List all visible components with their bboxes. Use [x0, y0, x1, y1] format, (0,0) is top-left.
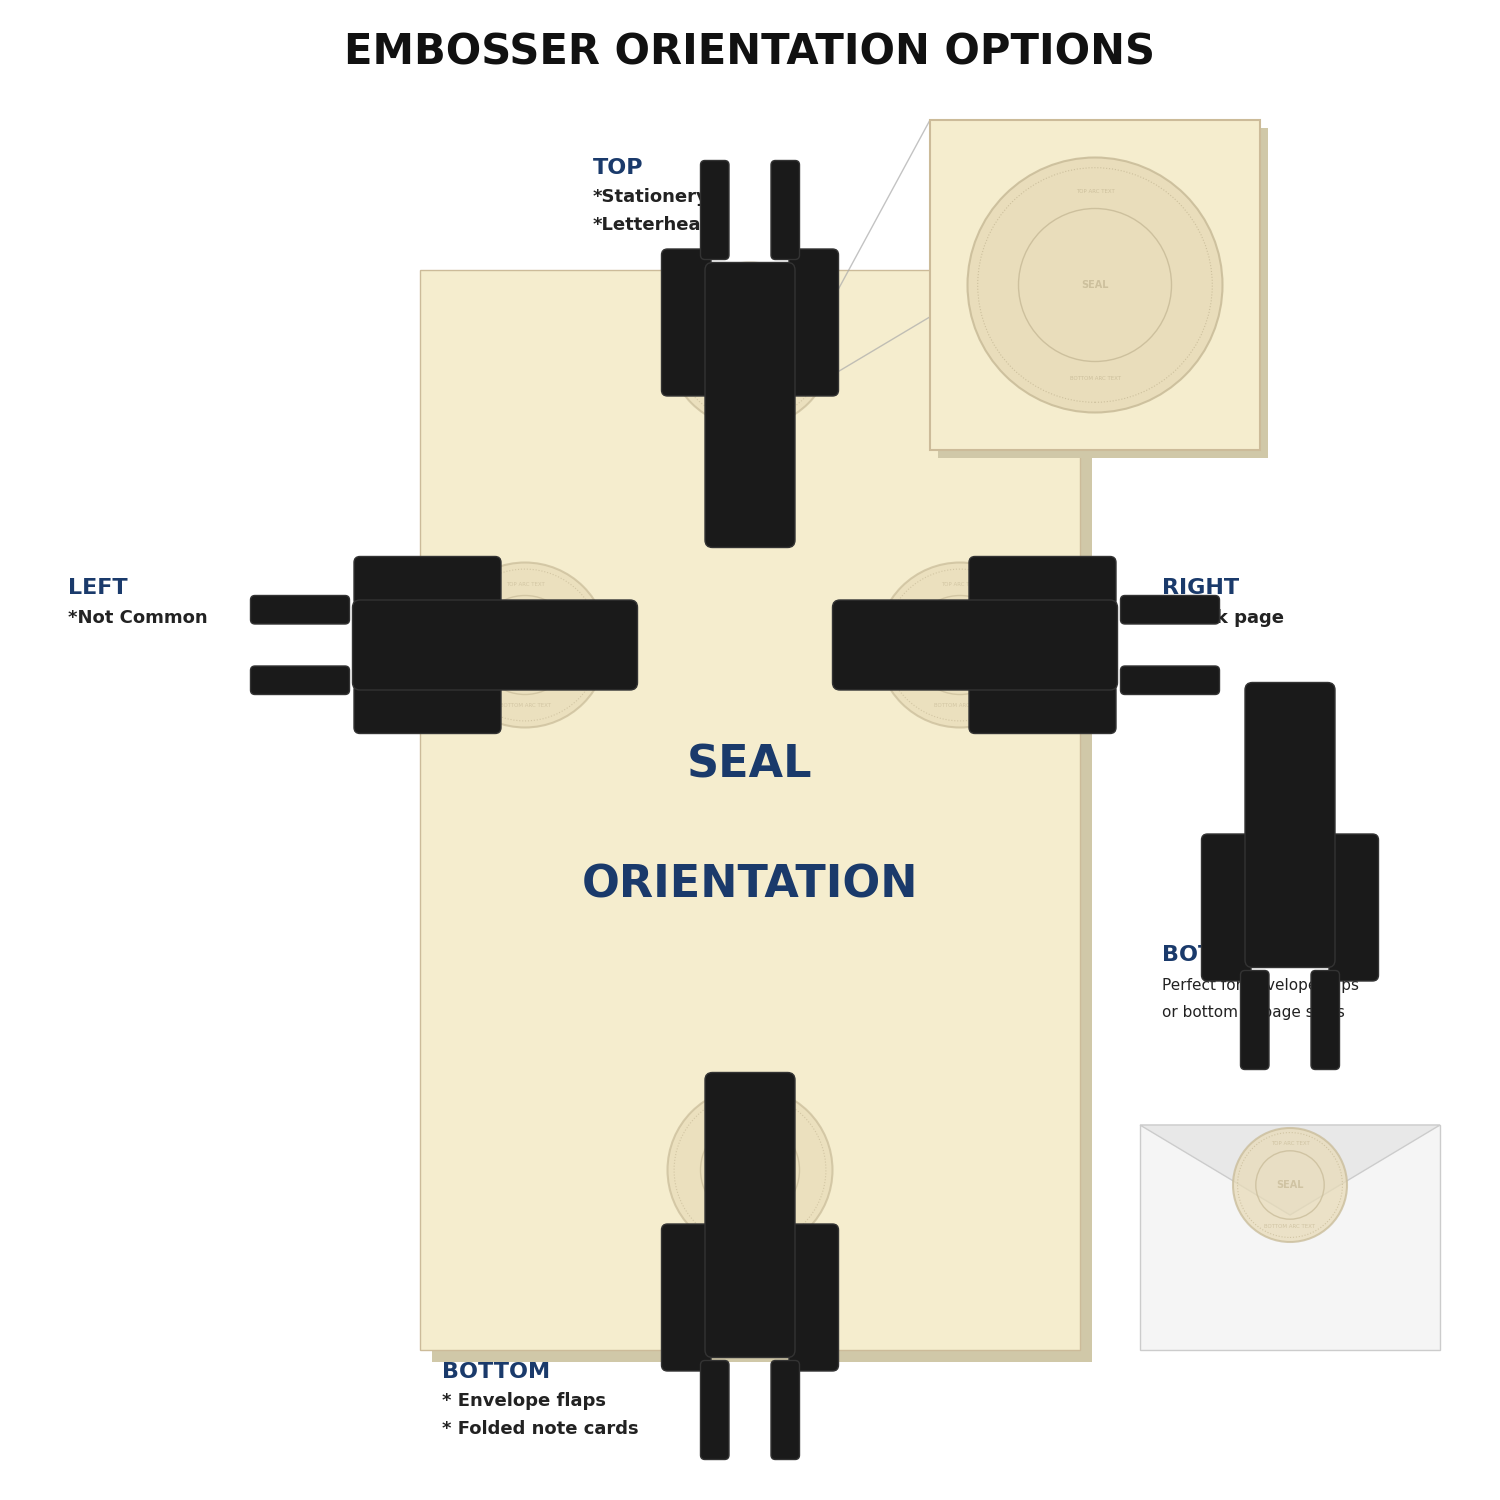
FancyBboxPatch shape [1202, 834, 1251, 981]
Polygon shape [1140, 1125, 1440, 1215]
Text: * Envelope flaps: * Envelope flaps [442, 1392, 606, 1410]
Text: SEAL: SEAL [1276, 1180, 1304, 1190]
Text: TOP ARC TEXT: TOP ARC TEXT [506, 582, 544, 588]
Text: TOP ARC TEXT: TOP ARC TEXT [730, 282, 770, 288]
Text: BOTTOM ARC TEXT: BOTTOM ARC TEXT [1264, 1224, 1316, 1228]
Text: SEAL: SEAL [736, 340, 764, 350]
Text: ORIENTATION: ORIENTATION [582, 864, 918, 906]
Text: * Folded note cards: * Folded note cards [442, 1420, 639, 1438]
Text: BOTTOM: BOTTOM [1162, 945, 1270, 964]
Text: *Not Common: *Not Common [68, 609, 207, 627]
FancyBboxPatch shape [1120, 666, 1220, 694]
FancyBboxPatch shape [969, 556, 1116, 606]
FancyBboxPatch shape [251, 596, 350, 624]
FancyBboxPatch shape [1329, 834, 1378, 981]
Text: SEAL: SEAL [946, 640, 974, 650]
FancyBboxPatch shape [700, 160, 729, 260]
Text: BOTTOM ARC TEXT: BOTTOM ARC TEXT [500, 702, 550, 708]
Circle shape [1233, 1128, 1347, 1242]
Text: or bottom of page seals: or bottom of page seals [1162, 1005, 1346, 1020]
Text: *Stationery: *Stationery [592, 188, 708, 206]
Text: SEAL: SEAL [1082, 280, 1108, 290]
FancyBboxPatch shape [969, 684, 1116, 734]
FancyBboxPatch shape [700, 1360, 729, 1460]
Text: *Letterhead: *Letterhead [592, 216, 714, 234]
FancyBboxPatch shape [251, 666, 350, 694]
Text: SEAL: SEAL [512, 640, 538, 650]
Text: TOP ARC TEXT: TOP ARC TEXT [1270, 1142, 1310, 1146]
Text: TOP ARC TEXT: TOP ARC TEXT [730, 1107, 770, 1113]
Circle shape [668, 1088, 832, 1252]
FancyBboxPatch shape [833, 600, 1118, 690]
Text: EMBOSSER ORIENTATION OPTIONS: EMBOSSER ORIENTATION OPTIONS [345, 32, 1155, 74]
Text: BOTTOM ARC TEXT: BOTTOM ARC TEXT [724, 1227, 776, 1233]
FancyBboxPatch shape [705, 262, 795, 548]
Text: TOP ARC TEXT: TOP ARC TEXT [1076, 189, 1114, 195]
Text: TOP ARC TEXT: TOP ARC TEXT [940, 582, 980, 588]
FancyBboxPatch shape [771, 160, 800, 260]
FancyBboxPatch shape [789, 1224, 838, 1371]
Circle shape [878, 562, 1042, 728]
FancyBboxPatch shape [662, 249, 711, 396]
FancyBboxPatch shape [1245, 682, 1335, 968]
FancyBboxPatch shape [930, 120, 1260, 450]
Text: * Book page: * Book page [1162, 609, 1284, 627]
FancyBboxPatch shape [789, 249, 838, 396]
FancyBboxPatch shape [705, 1072, 795, 1358]
FancyBboxPatch shape [938, 128, 1268, 457]
Circle shape [668, 262, 832, 428]
Text: BOTTOM ARC TEXT: BOTTOM ARC TEXT [1070, 375, 1120, 381]
Text: Perfect for envelope flaps: Perfect for envelope flaps [1162, 978, 1359, 993]
Text: SEAL: SEAL [687, 744, 813, 786]
FancyBboxPatch shape [1311, 970, 1340, 1070]
FancyBboxPatch shape [1140, 1125, 1440, 1350]
Text: BOTTOM: BOTTOM [442, 1362, 550, 1382]
Text: TOP: TOP [592, 158, 644, 177]
FancyBboxPatch shape [1240, 970, 1269, 1070]
Circle shape [442, 562, 608, 728]
FancyBboxPatch shape [1120, 596, 1220, 624]
Text: SEAL: SEAL [736, 1166, 764, 1174]
Text: BOTTOM ARC TEXT: BOTTOM ARC TEXT [724, 402, 776, 408]
FancyBboxPatch shape [662, 1224, 711, 1371]
FancyBboxPatch shape [352, 600, 638, 690]
Text: LEFT: LEFT [68, 578, 128, 597]
Circle shape [968, 158, 1222, 413]
FancyBboxPatch shape [771, 1360, 800, 1460]
FancyBboxPatch shape [420, 270, 1080, 1350]
FancyBboxPatch shape [354, 684, 501, 734]
FancyBboxPatch shape [432, 282, 1092, 1362]
Text: RIGHT: RIGHT [1162, 578, 1239, 597]
FancyBboxPatch shape [354, 556, 501, 606]
Text: BOTTOM ARC TEXT: BOTTOM ARC TEXT [934, 702, 986, 708]
